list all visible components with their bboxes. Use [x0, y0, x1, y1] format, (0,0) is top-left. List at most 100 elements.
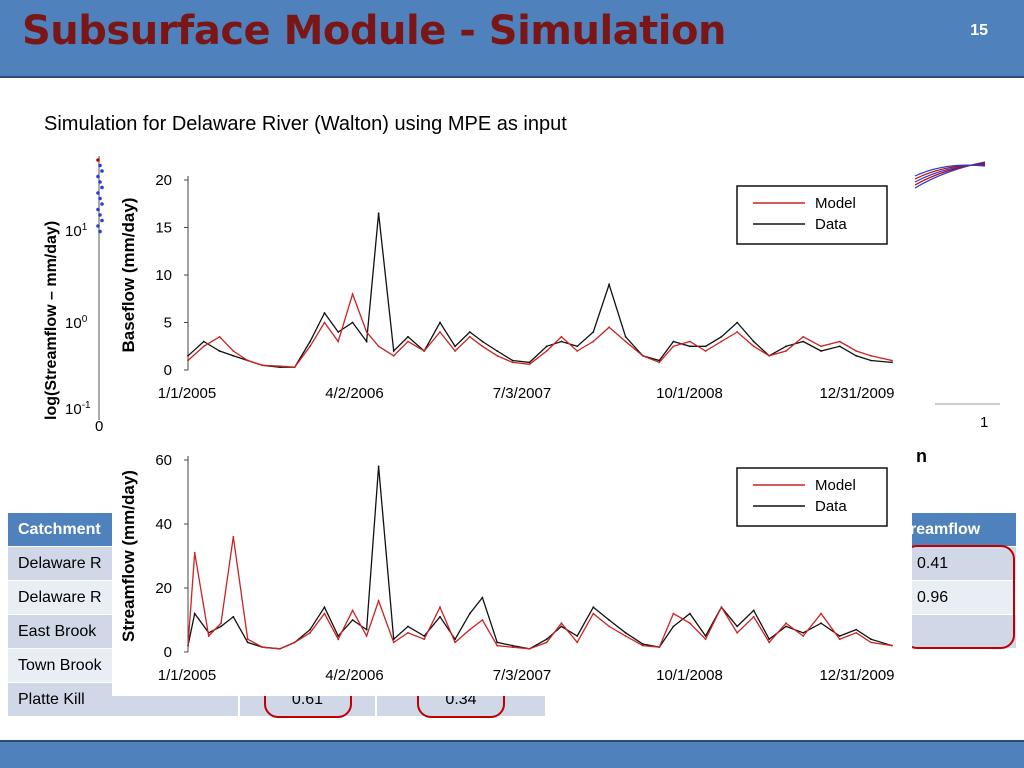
log-tick-0: 100 — [65, 314, 88, 332]
data-point-data — [704, 635, 707, 637]
data-point-model — [511, 646, 514, 649]
data-point-model — [736, 331, 739, 333]
data-point-model — [820, 612, 822, 615]
data-point-data — [496, 350, 499, 352]
bottom-bar — [0, 740, 1024, 768]
y-tick-label: 5 — [164, 315, 172, 332]
data-point-model — [309, 631, 311, 634]
legend-label-data: Data — [815, 498, 847, 515]
y-tick-label: 0 — [164, 362, 172, 379]
x-tick-label: 1/1/2005 — [158, 385, 216, 402]
log-tick-1: 101 — [65, 222, 88, 240]
legend-box — [736, 467, 888, 527]
data-point-model — [736, 631, 739, 634]
data-point-model — [293, 366, 296, 369]
series-line-data — [187, 213, 893, 368]
data-point-data — [838, 635, 841, 637]
data-point-model — [261, 364, 264, 367]
data-point-model — [232, 535, 235, 538]
data-point-data — [820, 350, 822, 352]
x-tick-label: 1/1/2005 — [158, 667, 216, 684]
legend-label-model: Model — [815, 477, 856, 494]
data-point-model — [768, 641, 771, 644]
data-point-model — [720, 606, 723, 609]
data-point-model — [439, 331, 441, 333]
data-point-model — [377, 345, 380, 348]
data-point-model — [207, 635, 210, 637]
data-point-data — [187, 354, 189, 357]
background-log-chart: log(Streamflow – mm/day) 101 100 10-1 0 — [40, 150, 110, 440]
data-point-model — [592, 340, 595, 343]
data-point-model — [720, 340, 723, 343]
data-point-data — [423, 635, 426, 637]
background-dot — [98, 213, 102, 217]
data-point-model — [752, 345, 755, 348]
data-point-data — [309, 340, 311, 343]
background-x-end: 1 — [980, 414, 989, 431]
data-point-data — [545, 638, 548, 641]
data-point-model — [337, 340, 340, 343]
data-point-model — [641, 354, 644, 357]
data-point-model — [689, 340, 691, 343]
data-point-data — [855, 628, 858, 631]
data-point-model — [870, 354, 872, 357]
data-point-data — [560, 625, 563, 628]
data-point-data — [439, 321, 441, 324]
data-point-data — [232, 615, 235, 618]
data-point-model — [407, 631, 409, 634]
background-dot — [100, 218, 104, 223]
y-axis-label: Baseflow (mm/day) — [119, 198, 138, 353]
data-point-model — [891, 359, 893, 362]
data-point-data — [802, 340, 805, 343]
x-tick-label: 7/3/2007 — [493, 385, 551, 402]
data-point-data — [220, 625, 222, 628]
data-point-model — [891, 644, 893, 647]
data-point-data — [468, 612, 471, 615]
data-point-model — [468, 335, 471, 338]
data-point-data — [689, 345, 691, 348]
title-bar: Subsurface Module - Simulation 15 — [0, 0, 1024, 78]
data-point-data — [891, 361, 893, 364]
slide-title: Subsurface Module - Simulation — [22, 8, 726, 54]
data-point-data — [641, 643, 644, 645]
data-point-data — [481, 340, 484, 343]
data-point-model — [641, 644, 644, 647]
y-tick-label: 20 — [155, 580, 172, 597]
data-point-model — [454, 350, 456, 352]
data-point-model — [323, 321, 326, 324]
data-point-model — [624, 340, 627, 343]
data-point-model — [439, 606, 441, 609]
data-point-model — [592, 612, 595, 615]
data-point-model — [365, 635, 368, 637]
table-cell-streamflow: 0.41 — [905, 547, 1016, 580]
y-tick-label: 0 — [164, 644, 172, 661]
data-point-data — [392, 350, 395, 352]
data-point-model — [337, 638, 340, 641]
data-point-model — [545, 350, 548, 352]
series-line-model — [187, 536, 893, 650]
x-tick-label: 7/3/2007 — [493, 667, 551, 684]
data-point-model — [246, 638, 249, 641]
data-point-data — [802, 631, 805, 634]
background-data-dots — [96, 158, 104, 234]
data-point-data — [454, 345, 456, 348]
data-point-model — [752, 615, 755, 618]
slide-number: 15 — [970, 22, 988, 39]
data-point-model — [528, 363, 531, 366]
data-point-model — [218, 335, 221, 338]
background-right-chart: 1 n — [905, 150, 1015, 466]
background-partial-label: n — [916, 446, 927, 466]
data-point-model — [423, 638, 426, 641]
data-point-data — [202, 340, 205, 343]
data-point-data — [351, 321, 354, 324]
data-point-model — [870, 641, 872, 644]
data-point-data — [855, 354, 858, 357]
x-tick-label: 12/31/2009 — [819, 667, 894, 684]
background-dot — [98, 196, 102, 201]
background-dot — [98, 180, 102, 184]
data-point-data — [337, 635, 340, 637]
x-tick-label: 10/1/2008 — [656, 385, 723, 402]
background-dot — [100, 202, 104, 206]
data-point-data — [752, 340, 755, 343]
x-tick-label: 12/31/2009 — [819, 385, 894, 402]
